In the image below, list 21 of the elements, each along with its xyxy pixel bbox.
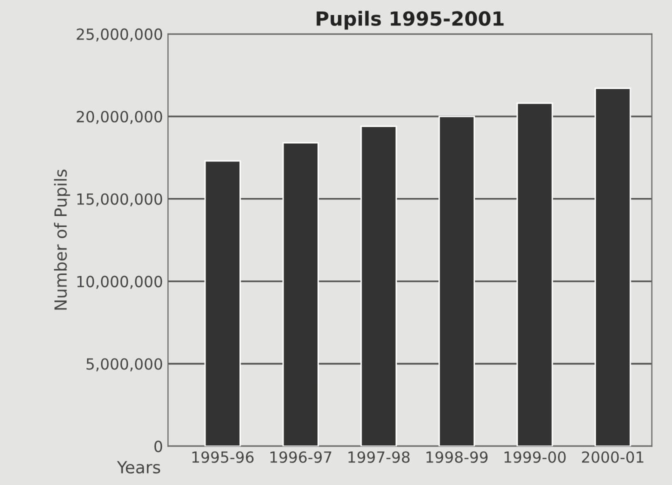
bar <box>516 102 554 446</box>
y-tick-label: 0 <box>154 440 162 452</box>
x-tick-label: 1996-97 <box>270 451 332 463</box>
bar <box>594 88 632 446</box>
x-tick-label: 1999-00 <box>504 451 566 463</box>
y-tick-label: 20,000,000 <box>76 110 162 124</box>
y-tick-label: 10,000,000 <box>77 276 162 289</box>
y-tick-label: 5,000,000 <box>86 358 162 372</box>
y-tick-label: 15,000,000 <box>77 193 162 206</box>
bar <box>360 126 397 446</box>
bar <box>282 142 319 446</box>
x-tick-label: 1998-99 <box>426 451 488 463</box>
bar <box>204 160 241 446</box>
x-tick-label: 2000-01 <box>582 451 644 463</box>
chart-title: Pupils 1995-2001 <box>316 10 504 30</box>
x-tick-label: 1995-96 <box>192 451 254 463</box>
bar <box>438 116 475 446</box>
y-tick-label: 25,000,000 <box>76 28 162 42</box>
x-tick-label: 1997-98 <box>348 451 410 463</box>
y-axis-title: Number of Pupils <box>54 170 70 310</box>
x-axis-title: Years <box>116 461 160 474</box>
